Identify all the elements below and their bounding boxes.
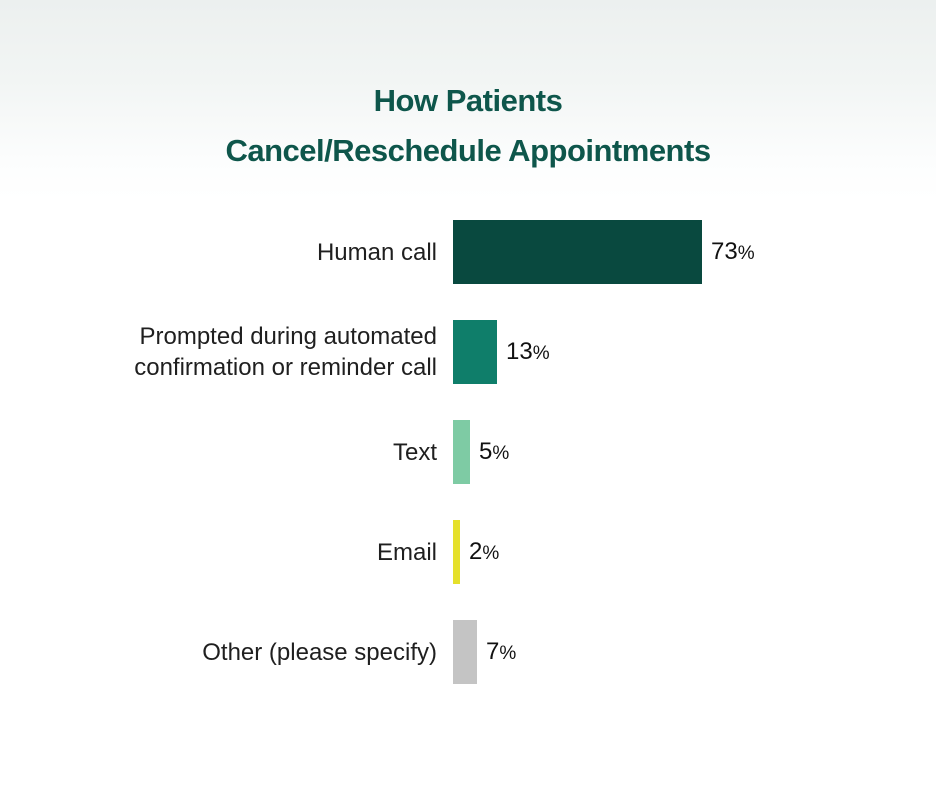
- percent-sign: %: [492, 443, 510, 464]
- value-label: 73%: [711, 238, 755, 266]
- bar-chart: Human call 73% Prompted during automated…: [0, 202, 936, 702]
- bar-human-call: [453, 220, 702, 284]
- chart-title: How Patients Cancel/Reschedule Appointme…: [0, 0, 936, 176]
- category-label: Other (please specify): [202, 638, 437, 666]
- bar-row-other: Other (please specify) 7%: [0, 602, 936, 702]
- percent-sign: %: [499, 643, 517, 664]
- bar-row-human-call: Human call 73%: [0, 202, 936, 302]
- bar-track: 13%: [453, 302, 936, 402]
- chart-title-line-1: How Patients: [373, 83, 563, 118]
- value-label: 7%: [486, 638, 516, 666]
- category-label: Human call: [316, 238, 437, 266]
- bar-text: [453, 420, 470, 484]
- percent-sign: %: [532, 343, 550, 364]
- bar-track: 5%: [453, 402, 936, 502]
- value-number: 2: [469, 538, 483, 565]
- bar-row-prompted-call: Prompted during automated confirmation o…: [0, 302, 936, 402]
- category-label: Text: [392, 438, 437, 466]
- chart-title-line-2: Cancel/Reschedule Appointments: [225, 133, 711, 168]
- bar-track: 73%: [453, 202, 936, 302]
- bar-row-email: Email 2%: [0, 502, 936, 602]
- category-label: Prompted during automated confirmation o…: [134, 323, 437, 381]
- value-number: 73: [711, 238, 738, 265]
- value-label: 2%: [469, 538, 499, 566]
- percent-sign: %: [482, 543, 500, 564]
- value-number: 13: [506, 338, 533, 365]
- bar-other: [453, 620, 477, 684]
- bar-track: 7%: [453, 602, 936, 702]
- value-label: 5%: [479, 438, 509, 466]
- bar-track: 2%: [453, 502, 936, 602]
- bar-email: [453, 520, 460, 584]
- category-label: Email: [376, 538, 437, 566]
- value-label: 13%: [506, 338, 550, 366]
- bar-row-text: Text 5%: [0, 402, 936, 502]
- percent-sign: %: [737, 243, 755, 264]
- value-number: 5: [479, 438, 493, 465]
- value-number: 7: [486, 638, 500, 665]
- bar-prompted-call: [453, 320, 497, 384]
